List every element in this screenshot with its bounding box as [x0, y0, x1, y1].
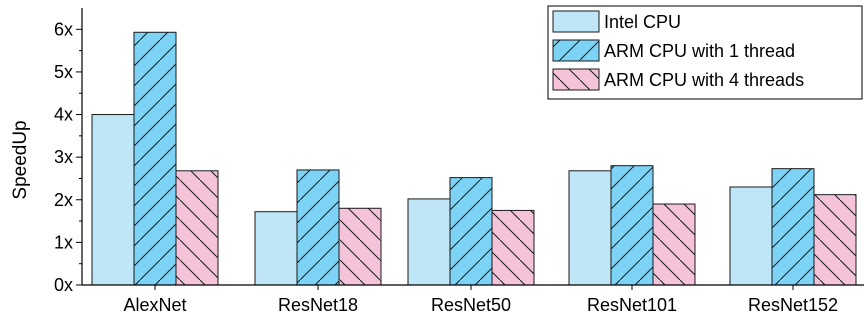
bar-resnet152-arm-cpu-with-4-threads-hatch	[814, 194, 856, 285]
bars-group	[91, 31, 857, 286]
legend-label-arm-cpu-with-4-threads: ARM CPU with 4 threads	[604, 70, 804, 90]
legend: Intel CPU ARM CPU with 1 thread ARM CPU wi…	[547, 5, 863, 100]
legend-label-intel-cpu: Intel CPU	[604, 12, 681, 32]
y-tick-label-2: 2x	[54, 190, 73, 210]
bar-resnet101-intel-cpu	[568, 170, 612, 286]
bar-resnet101-arm-cpu-with-1-thread-hatch	[611, 165, 653, 285]
bar-resnet101-arm-cpu-with-4-threads-hatch	[653, 204, 695, 285]
y-tick-label-1: 1x	[54, 232, 73, 252]
bar-alexnet-intel-cpu	[91, 114, 135, 286]
bar-alexnet-arm-cpu-with-4-threads-hatch	[176, 170, 218, 285]
legend-box	[547, 5, 863, 100]
bar-resnet18-arm-cpu-with-4-threads-hatch	[339, 208, 381, 285]
legend-swatch-hatch-arm-cpu-with-4-threads	[553, 69, 599, 90]
bar-resnet18-arm-cpu-with-1-thread-hatch	[297, 169, 339, 285]
legend-label-arm-cpu-with-1-thread: ARM CPU with 1 thread	[604, 41, 795, 61]
legend-swatch-hatch-arm-cpu-with-1-thread	[553, 40, 599, 61]
y-axis-label: SpeedUp	[10, 120, 31, 199]
x-tick-label-resnet50: ResNet50	[431, 295, 511, 315]
bar-resnet18-intel-cpu	[254, 211, 298, 286]
y-tick-label-0: 0x	[54, 275, 73, 295]
axes-group: AlexNet ResNet18 ResNet50 ResNet101 ResNet15…	[54, 8, 864, 315]
bar-resnet152-intel-cpu	[729, 186, 773, 286]
x-tick-label-alexnet: AlexNet	[123, 295, 186, 315]
x-tick-label-resnet101: ResNet101	[587, 295, 677, 315]
bar-resnet50-arm-cpu-with-4-threads-hatch	[492, 210, 534, 285]
y-tick-label-6: 6x	[54, 19, 73, 39]
bar-resnet50-intel-cpu	[407, 198, 451, 286]
y-tick-label-5: 5x	[54, 62, 73, 82]
bar-resnet50-arm-cpu-with-1-thread-hatch	[450, 177, 492, 285]
y-tick-label-4: 4x	[54, 105, 73, 125]
bar-alexnet-arm-cpu-with-1-thread-hatch	[134, 32, 176, 285]
y-tick-label-3: 3x	[54, 147, 73, 167]
x-tick-label-resnet18: ResNet18	[278, 295, 358, 315]
legend-swatch-intel-cpu	[552, 10, 600, 33]
x-tick-label-resnet152: ResNet152	[748, 295, 838, 315]
bar-resnet152-arm-cpu-with-1-thread-hatch	[772, 168, 814, 285]
